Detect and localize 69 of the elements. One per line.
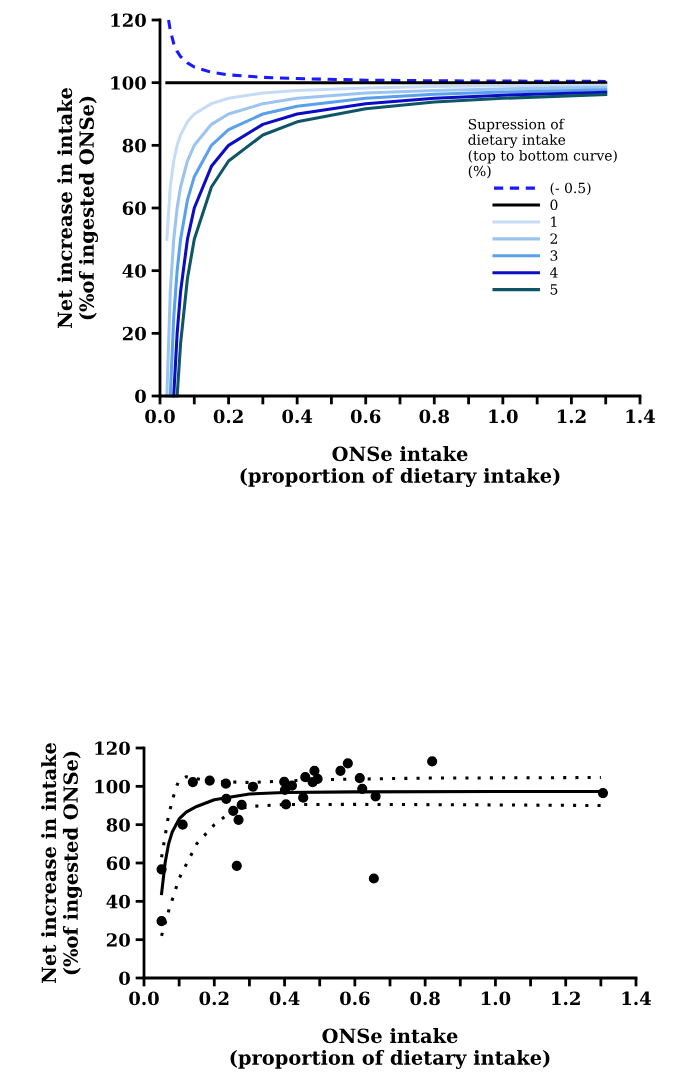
legend-label: 1	[551, 216, 557, 227]
y-axis-title: Net increase in intake (%of ingested ONSe)	[41, 742, 83, 984]
point	[204, 775, 215, 786]
point	[221, 793, 232, 804]
point	[228, 805, 239, 816]
point	[233, 814, 244, 825]
x-axis-title: ONSe intake (proportion of dietary intake)	[240, 446, 560, 487]
point	[156, 864, 167, 875]
point	[427, 756, 438, 767]
point	[220, 778, 231, 789]
x-tick-label: 1.4	[622, 991, 651, 1006]
x-tick-label: 0.2	[199, 991, 229, 1006]
point	[312, 773, 323, 784]
legend-label: 5	[550, 284, 558, 295]
y-axis-title: Net increase in intake (%of ingested ONSe)	[57, 87, 99, 329]
point	[286, 780, 298, 791]
y-tick-label: 100	[111, 76, 146, 90]
y-tick-label: 20	[106, 933, 130, 947]
y-tick-label: 0	[135, 389, 146, 404]
y-tick-label: 60	[122, 201, 146, 216]
x-tick-label: 1.2	[552, 991, 580, 1006]
point	[309, 765, 320, 776]
x-tick-label: 1.0	[489, 409, 518, 424]
y-tick-label: 100	[95, 779, 130, 794]
x-axis-title: ONSe intake (proportion of dietary intake)	[230, 1028, 550, 1069]
point	[300, 772, 311, 783]
x-tick-label: 0.6	[340, 991, 370, 1006]
y-tick-label: 40	[122, 264, 146, 278]
y-tick-label: 60	[106, 856, 130, 871]
point	[177, 819, 188, 830]
x-tick-label: 0.8	[419, 409, 450, 424]
x-tick-label: 0.4	[269, 991, 300, 1006]
point	[342, 758, 353, 769]
point	[354, 773, 365, 784]
y-tick-label: 0	[119, 971, 130, 986]
x-tick-label: 0.8	[410, 991, 440, 1006]
line-series	[167, 18, 608, 83]
y-tick-label: 80	[122, 138, 146, 153]
point	[231, 860, 242, 871]
point	[187, 777, 198, 788]
y-tick-label: 40	[106, 894, 130, 909]
point	[368, 873, 379, 884]
x-tick-label: 0.0	[129, 991, 159, 1006]
y-tick-label: 20	[122, 326, 146, 341]
point	[279, 784, 291, 796]
point	[236, 799, 247, 811]
x-tick-label: 1.0	[481, 991, 511, 1006]
legend-label: 0	[550, 199, 558, 211]
x-tick-label: 0.0	[145, 409, 175, 424]
point	[335, 765, 346, 776]
legend-label: 4	[549, 267, 558, 278]
x-tick-label: 0.6	[350, 409, 381, 424]
y-tick-label: 80	[106, 818, 130, 832]
point	[597, 787, 609, 799]
x-tick-label: 0.2	[213, 409, 243, 424]
x-tick-label: 1.4	[626, 409, 655, 424]
y-tick-label: 120	[111, 13, 146, 28]
point	[298, 792, 309, 803]
point	[247, 781, 259, 792]
point	[357, 783, 368, 794]
legend-label: 2	[550, 233, 558, 244]
point	[280, 799, 292, 810]
x-tick-label: 0.4	[282, 409, 313, 424]
x-tick-label: 1.2	[557, 409, 586, 424]
y-tick-label: 120	[95, 741, 130, 756]
legend-label: 3	[550, 250, 558, 261]
legend-label: (- 0.5)	[550, 182, 591, 196]
point	[156, 915, 167, 927]
legend-title: Supression of dietary intake (top to bottom curve) (%)	[468, 118, 617, 179]
